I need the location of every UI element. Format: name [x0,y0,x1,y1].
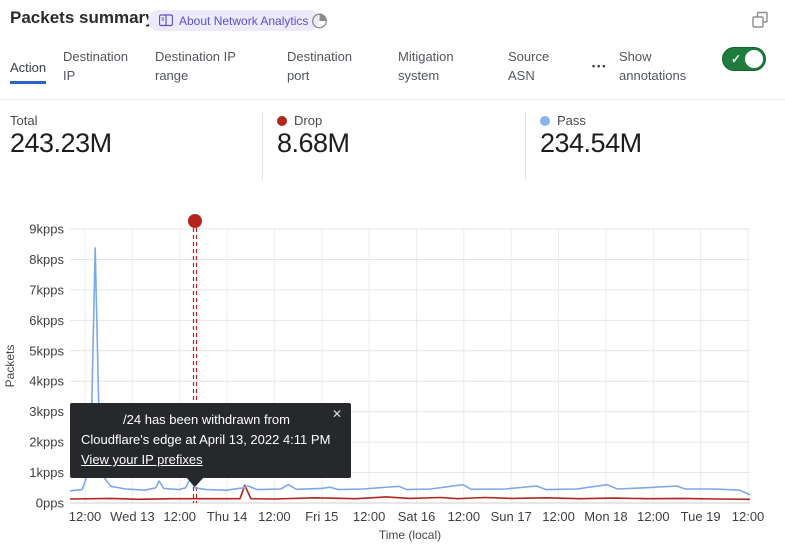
stat-pass-value: 234.54M [540,128,642,158]
stat-drop-value: 8.68M [277,128,350,158]
y-axis-title: Packets [3,345,17,388]
y-tick-label: 4kpps [29,374,64,389]
x-tick-label: 12:00 [353,509,386,524]
x-tick-label: 12:00 [732,509,765,524]
stat-drop: Drop 8.68M [277,113,350,159]
stat-total-value: 243.23M [10,128,112,158]
tab-destination-ip[interactable]: Destination IP [63,49,129,83]
y-tick-label: 9kpps [29,222,64,237]
stat-divider [525,112,526,180]
check-icon: ✓ [731,52,742,66]
tab-source-asn[interactable]: Source ASN [508,49,550,83]
y-tick-label: 2kpps [29,435,64,450]
tab-destination-port[interactable]: Destination port [287,49,353,83]
x-tick-label: Thu 14 [207,509,247,524]
annotation-tooltip: /24 has been withdrawn from Cloudflare's… [70,403,351,488]
x-tick-label: Mon 18 [584,509,627,524]
x-tick-label: 12:00 [637,509,670,524]
y-tick-label: 3kpps [29,404,64,419]
tab-action[interactable]: Action [10,58,47,84]
toggle-knob [745,50,763,68]
x-tick-label: Fri 15 [305,509,338,524]
stat-total-label: Total [10,113,38,128]
more-tabs-button[interactable]: ••• [592,61,608,71]
pie-clock-icon[interactable] [310,11,329,30]
x-tick-label: 12:00 [69,509,102,524]
book-icon [159,14,173,27]
x-tick-label: Wed 13 [110,509,155,524]
stat-total: Total 243.23M [10,113,112,159]
series-line-pass [69,247,751,496]
tab-destination-ip-range[interactable]: Destination IP range [155,49,236,83]
x-tick-label: 12:00 [258,509,291,524]
tooltip-text-line1: /24 has been withdrawn from [123,412,290,427]
overlapping-windows-icon[interactable] [749,9,771,31]
stat-pass-label: Pass [557,113,586,128]
stat-drop-label: Drop [294,113,323,128]
y-tick-label: 7kpps [29,282,64,297]
page-title: Packets summary [10,8,155,27]
y-tick-label: 5kpps [29,343,64,358]
drop-legend-dot [277,115,287,126]
tabs-divider [0,99,785,100]
annotation-dot[interactable] [187,214,202,228]
tooltip-text-line2: Cloudflare's edge at April 13, 2022 4:11… [81,432,331,448]
pass-legend-dot [540,115,550,126]
x-tick-label: 12:00 [448,509,481,524]
x-tick-label: Sat 16 [398,509,436,524]
y-tick-label: 1kpps [29,465,64,480]
show-annotations-toggle[interactable]: ✓ [722,47,766,71]
stat-divider [262,112,263,180]
stat-pass: Pass 234.54M [540,113,642,159]
close-icon[interactable]: ✕ [331,407,342,421]
series-line-drop [69,484,751,501]
y-tick-label: 0pps [36,496,65,511]
packets-chart: 9kpps 8kpps 7kpps 6kpps 5kpps 4kpps 3kpps 2kpps… [3,214,765,542]
about-network-analytics-badge[interactable]: About Network Analytics [148,10,320,31]
x-tick-label: Sun 17 [491,509,532,524]
y-tick-label: 6kpps [29,313,64,328]
x-axis-title: Time (local) [379,528,441,542]
x-tick-label: 12:00 [542,509,575,524]
y-tick-label: 8kpps [29,252,64,267]
badge-label: About Network Analytics [179,13,309,28]
tab-mitigation-system[interactable]: Mitigation system [398,49,454,83]
x-tick-label: Tue 19 [681,509,721,524]
tooltip-caret [186,477,204,488]
show-annotations-label: Show annotations [619,49,687,83]
view-ip-prefixes-link[interactable]: View your IP prefixes [81,452,203,468]
x-tick-label: 12:00 [163,509,196,524]
